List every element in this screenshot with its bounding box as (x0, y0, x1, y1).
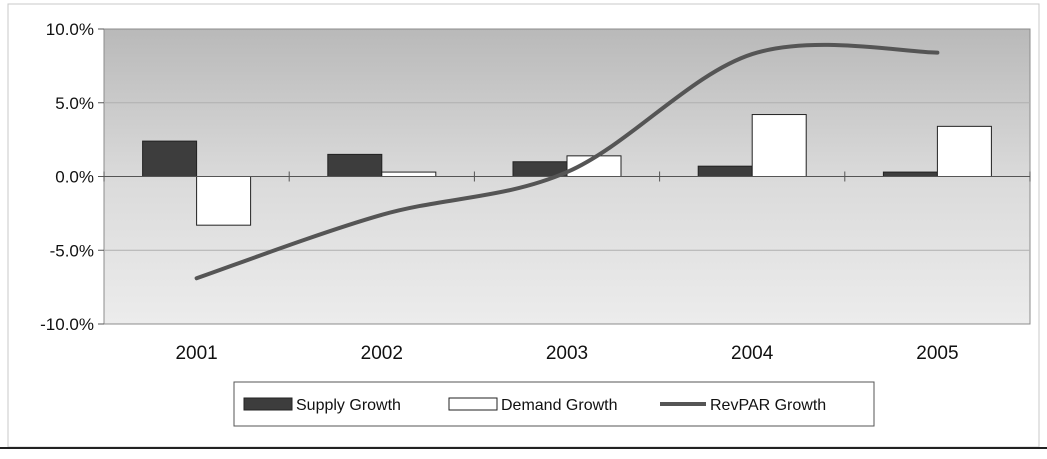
y-axis: 10.0% 5.0% 0.0% -5.0% -10.0% (40, 20, 104, 334)
demand-growth-bar (196, 176, 252, 226)
revpar-growth-line (194, 42, 940, 281)
y-tick-label: 5.0% (55, 94, 94, 113)
legend-swatch-supply-growth (243, 397, 293, 411)
x-tick-label: 2003 (546, 343, 588, 364)
supply-growth-bar (327, 153, 383, 177)
demand-growth-bar (936, 125, 992, 177)
legend-box (233, 381, 875, 427)
demand-growth-bar (381, 171, 437, 177)
supply-growth-bar (697, 165, 753, 178)
x-tick-labels: 2001 2002 2003 2004 2005 (175, 343, 958, 364)
y-tick-label: -10.0% (40, 315, 94, 334)
x-tick-label: 2005 (916, 343, 958, 364)
supply-growth-bar (142, 140, 198, 178)
bars (142, 114, 992, 226)
legend-label-demand-growth: Demand Growth (501, 397, 618, 414)
x-tick-label: 2004 (731, 343, 774, 364)
legend-label-revpar-growth: RevPAR Growth (710, 397, 826, 414)
legend-swatch-demand-growth (448, 397, 498, 411)
y-tick-label: -5.0% (50, 241, 94, 260)
y-tick-label: 10.0% (46, 20, 94, 39)
demand-growth-bar (751, 114, 807, 178)
supply-growth-bar (882, 171, 938, 177)
line-series (194, 42, 940, 281)
x-axis (103, 171, 1031, 182)
y-tick-label: 0.0% (55, 168, 94, 187)
legend-label-supply-growth: Supply Growth (296, 397, 401, 414)
legend: Supply Growth Demand Growth RevPAR Growth (233, 381, 875, 427)
x-tick-label: 2002 (361, 343, 403, 364)
x-tick-label: 2001 (175, 343, 217, 364)
